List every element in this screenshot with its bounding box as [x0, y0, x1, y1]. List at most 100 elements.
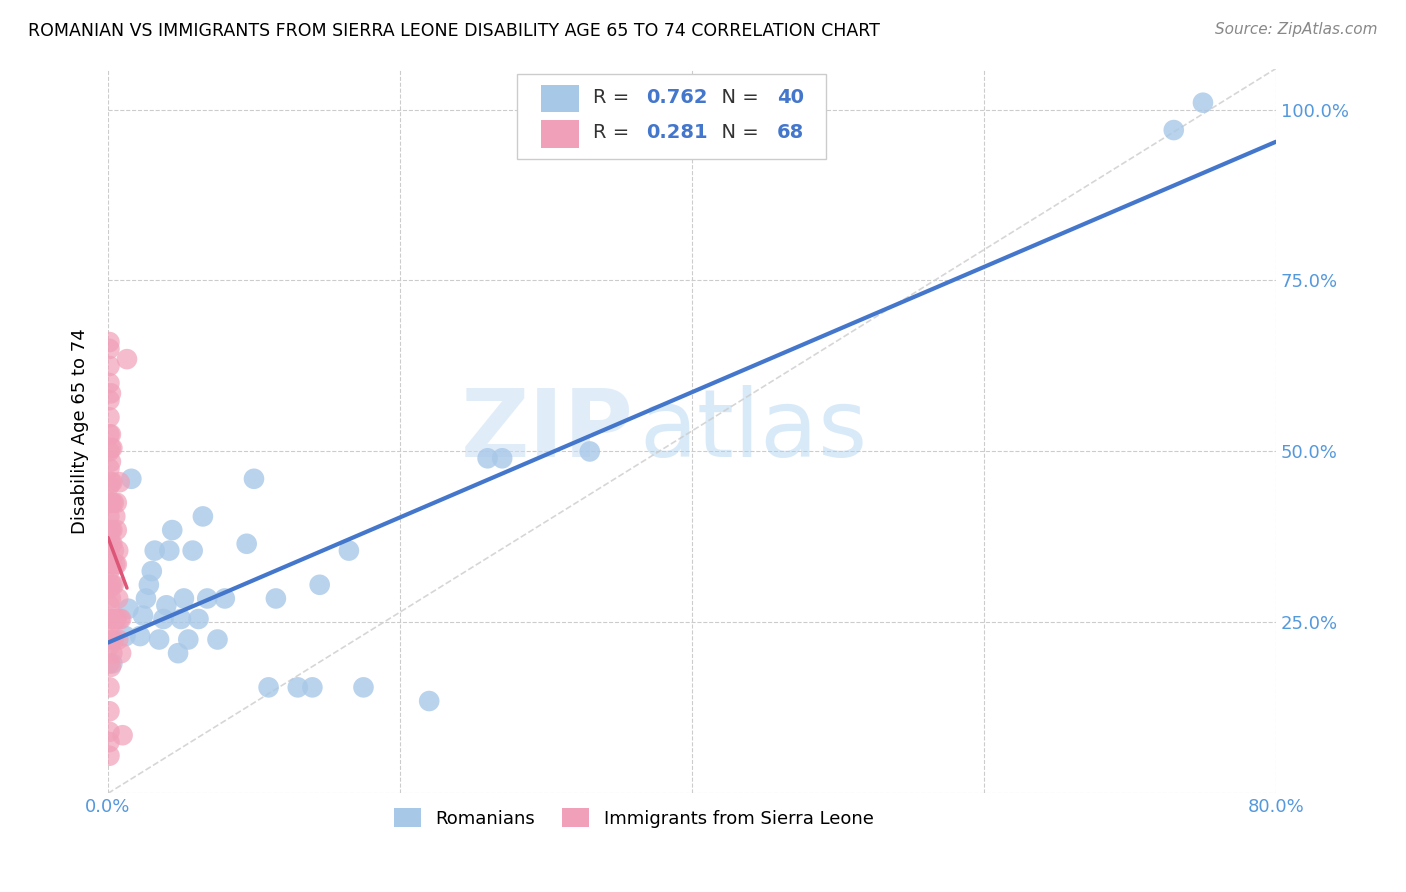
Point [129, 629, 152, 643]
Point [108, 612, 131, 626]
Point [98, 564, 121, 578]
Point [108, 475, 131, 490]
Point [100, 660, 122, 674]
Point [101, 523, 124, 537]
Point [98, 334, 121, 349]
Point [257, 681, 280, 695]
Point [104, 558, 127, 572]
Point [1192, 95, 1215, 110]
Point [173, 591, 195, 606]
Point [98, 509, 121, 524]
Point [103, 543, 125, 558]
Point [105, 612, 128, 626]
Text: ZIP: ZIP [461, 385, 634, 477]
Point [98, 748, 121, 763]
Text: 68: 68 [778, 123, 804, 143]
Point [138, 578, 160, 592]
Text: 40: 40 [778, 88, 804, 107]
Point [107, 591, 129, 606]
Point [101, 537, 124, 551]
Point [100, 632, 122, 647]
Point [132, 608, 155, 623]
Point [98, 526, 121, 541]
Point [98, 581, 121, 595]
Point [105, 558, 128, 572]
Point [214, 591, 236, 606]
Point [98, 619, 121, 633]
Point [98, 427, 121, 442]
Point [98, 704, 121, 718]
Point [143, 543, 166, 558]
Point [243, 472, 266, 486]
Point [181, 543, 204, 558]
Point [100, 455, 122, 469]
Point [152, 612, 174, 626]
FancyBboxPatch shape [541, 85, 579, 112]
Point [107, 632, 129, 647]
Text: atlas: atlas [640, 385, 868, 477]
Point [107, 543, 129, 558]
Point [98, 461, 121, 475]
Point [578, 444, 600, 458]
Point [101, 657, 124, 671]
Point [98, 478, 121, 492]
Point [117, 601, 139, 615]
Point [100, 441, 122, 455]
Point [111, 728, 134, 742]
Point [110, 612, 132, 626]
Point [155, 599, 177, 613]
Point [100, 578, 122, 592]
Point [103, 578, 125, 592]
Point [98, 543, 121, 558]
Point [98, 359, 121, 373]
Text: R =: R = [593, 88, 636, 107]
Point [491, 451, 513, 466]
Point [98, 657, 121, 671]
Point [135, 591, 157, 606]
Point [110, 646, 132, 660]
Point [141, 564, 163, 578]
Text: ROMANIAN VS IMMIGRANTS FROM SIERRA LEONE DISABILITY AGE 65 TO 74 CORRELATION CHA: ROMANIAN VS IMMIGRANTS FROM SIERRA LEONE… [28, 22, 880, 40]
Point [337, 543, 360, 558]
Point [235, 537, 257, 551]
Legend: Romanians, Immigrants from Sierra Leone: Romanians, Immigrants from Sierra Leone [387, 801, 880, 835]
Point [103, 632, 125, 647]
Point [308, 578, 330, 592]
Point [101, 646, 124, 660]
Point [100, 612, 122, 626]
Point [195, 591, 218, 606]
Point [98, 724, 121, 739]
Text: Source: ZipAtlas.com: Source: ZipAtlas.com [1215, 22, 1378, 37]
Point [301, 681, 323, 695]
Text: R =: R = [593, 123, 636, 143]
Point [98, 681, 121, 695]
Point [418, 694, 440, 708]
Point [105, 496, 128, 510]
Point [105, 523, 128, 537]
Text: N =: N = [710, 88, 765, 107]
Point [160, 523, 183, 537]
Point [100, 537, 122, 551]
Point [104, 509, 127, 524]
Point [353, 681, 375, 695]
Point [170, 612, 193, 626]
Point [98, 599, 121, 613]
Text: N =: N = [710, 123, 765, 143]
FancyBboxPatch shape [517, 74, 827, 159]
FancyBboxPatch shape [541, 120, 579, 148]
Point [100, 386, 122, 401]
Point [100, 427, 122, 442]
Point [100, 496, 122, 510]
Point [148, 632, 170, 647]
Point [207, 632, 229, 647]
Point [287, 681, 309, 695]
Point [98, 640, 121, 654]
Point [98, 444, 121, 458]
Point [100, 558, 122, 572]
Point [98, 342, 121, 356]
Point [100, 475, 122, 490]
Point [101, 475, 124, 490]
Point [264, 591, 287, 606]
Point [101, 558, 124, 572]
Point [115, 352, 138, 367]
